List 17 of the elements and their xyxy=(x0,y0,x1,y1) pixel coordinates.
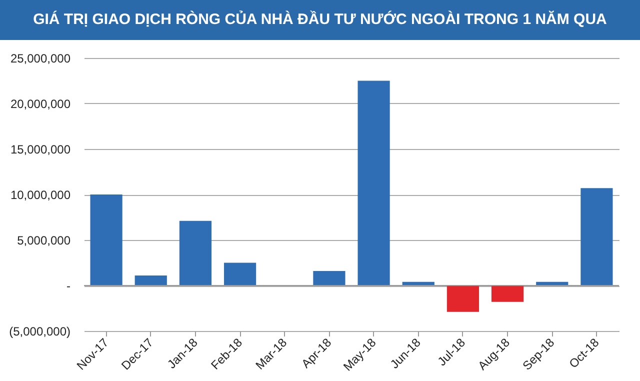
bar xyxy=(179,220,212,286)
bar xyxy=(224,262,256,286)
y-tick-label: 20,000,000 xyxy=(10,97,71,111)
bar xyxy=(90,194,122,286)
y-tick-label: 15,000,000 xyxy=(10,142,71,156)
y-tick-label: 5,000,000 xyxy=(17,234,71,248)
y-tick-label: (5,000,000) xyxy=(9,324,70,338)
y-tick-label: - xyxy=(66,279,70,293)
bar xyxy=(491,286,524,302)
y-tick-label: 25,000,000 xyxy=(10,52,71,66)
bar xyxy=(313,270,346,286)
y-tick-label: 10,000,000 xyxy=(10,188,71,202)
bar xyxy=(446,286,480,312)
bar xyxy=(134,275,167,286)
chart-title: GIÁ TRỊ GIAO DỊCH RÒNG CỦA NHÀ ĐẦU TƯ NƯỚC NGOÀI TRONG 1 NĂM QUA xyxy=(0,0,640,40)
bar xyxy=(358,80,390,286)
bar xyxy=(580,188,613,286)
